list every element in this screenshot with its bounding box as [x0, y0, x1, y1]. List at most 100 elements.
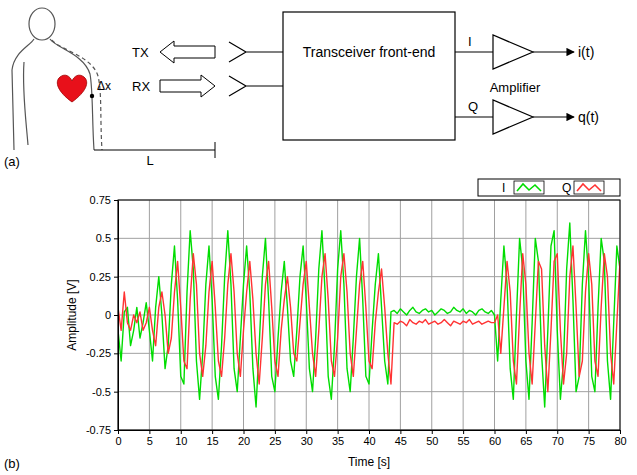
tick-mark: [275, 430, 276, 434]
legend-swatch: [577, 184, 601, 191]
figure: ΔxL(a)TXRXTransceiver front-endIi(t)Qq(t…: [0, 0, 637, 475]
legend-label: Q: [562, 181, 571, 195]
tick-label: 0.25: [90, 271, 111, 283]
box-label: Transceiver front-end: [303, 44, 436, 60]
tick: 55: [458, 430, 470, 447]
i-channel-wire: [455, 51, 493, 52]
tick: 20: [238, 430, 250, 447]
tick-mark: [114, 315, 118, 316]
series-line: [118, 246, 620, 392]
tick-label: 0: [105, 309, 111, 321]
person-head: [29, 8, 55, 40]
x-axis: 05101520253035404550556065707580: [115, 430, 626, 447]
rx-antenna: [229, 76, 283, 96]
tick-mark: [557, 430, 558, 434]
tick: 75: [583, 430, 595, 447]
i-channel-amplifier: [493, 35, 533, 69]
tick-mark: [369, 430, 370, 434]
displacement-label: Δx: [97, 79, 111, 93]
tick-label: -0.75: [86, 424, 111, 436]
tick: 50: [426, 430, 438, 447]
tick-label: 80: [614, 435, 626, 447]
grid-line-y: [118, 315, 620, 316]
y-axis-title: Amplitude [V]: [65, 279, 79, 350]
chart: 05101520253035404550556065707580-0.75-0.…: [4, 179, 627, 471]
person-arm: [23, 62, 28, 145]
tick: 0: [115, 430, 121, 447]
tick: 45: [395, 430, 407, 447]
tick-label: 20: [238, 435, 250, 447]
tick: -0.75: [86, 424, 118, 436]
tick-label: 10: [175, 435, 187, 447]
tick: 70: [552, 430, 564, 447]
distance-label: L: [146, 153, 153, 168]
q-channel-label: Q: [468, 99, 478, 114]
tick-label: 0: [115, 435, 121, 447]
chest-point: [90, 94, 94, 98]
i-channel-label: I: [468, 34, 472, 49]
legend: IQ: [478, 179, 620, 196]
tick-mark: [149, 430, 150, 434]
tick: 0.75: [90, 194, 118, 206]
tick-label: 70: [552, 435, 564, 447]
tick-mark: [118, 430, 119, 434]
tx-antenna: [229, 42, 283, 62]
legend-swatch-box: [574, 181, 604, 194]
tick: 0: [105, 309, 118, 321]
tick: 30: [301, 430, 313, 447]
q-channel-wire: [455, 116, 493, 117]
grid: [118, 200, 620, 430]
distance-tick: [215, 142, 216, 158]
tick-mark: [526, 430, 527, 434]
tick-label: -0.25: [86, 347, 111, 359]
legend-box: [478, 179, 620, 196]
y-axis: -0.75 -0.5 -0.25 0 0.25 0.5 0.75: [86, 194, 119, 436]
i-channel-output-label: i(t): [578, 44, 594, 60]
legend-swatch: [517, 184, 541, 191]
tick-label: -0.5: [92, 386, 111, 398]
grid-line-y: [118, 238, 620, 239]
tick-mark: [495, 430, 496, 434]
tick: 25: [269, 430, 281, 447]
tick-mark: [338, 430, 339, 434]
tick-mark: [463, 430, 464, 434]
tick-mark: [400, 430, 401, 434]
tick-label: 60: [489, 435, 501, 447]
tick-label: 75: [583, 435, 595, 447]
tick-mark: [114, 430, 118, 431]
tick-mark: [114, 238, 118, 239]
tick: 10: [175, 430, 187, 447]
series-lines: [118, 223, 620, 407]
tick-mark: [114, 353, 118, 354]
tick: 0.25: [90, 271, 118, 283]
tick-mark: [181, 430, 182, 434]
axis-line: [118, 201, 119, 431]
person-front-displaced: [52, 40, 102, 150]
transceiver-box: [283, 12, 455, 140]
tick: 0.5: [96, 232, 118, 244]
tick-label: 5: [147, 435, 153, 447]
tick-mark: [432, 430, 433, 434]
q-channel-amplifier: [493, 100, 533, 134]
plot-frame: [118, 200, 620, 430]
legend-swatch-box: [514, 181, 544, 194]
tick-mark: [589, 430, 590, 434]
legend-label: I: [502, 181, 505, 195]
i-channel-output: [533, 51, 574, 52]
tick-label: 15: [207, 435, 219, 447]
tx-arrow: [160, 41, 215, 63]
tick-label: 0.75: [90, 194, 111, 206]
tick-mark: [114, 392, 118, 393]
tick: 60: [489, 430, 501, 447]
tick-label: 40: [363, 435, 375, 447]
rx-arrow: [160, 75, 215, 97]
distance-line: [94, 150, 215, 151]
tick-mark: [114, 277, 118, 278]
tx-label: TX: [132, 45, 149, 60]
tick: -0.5: [92, 386, 118, 398]
tick-label: 50: [426, 435, 438, 447]
amplifier-label: Amplifier: [490, 80, 541, 95]
panel-label: (b): [4, 456, 20, 471]
tick-mark: [620, 430, 621, 434]
tick-label: 55: [458, 435, 470, 447]
